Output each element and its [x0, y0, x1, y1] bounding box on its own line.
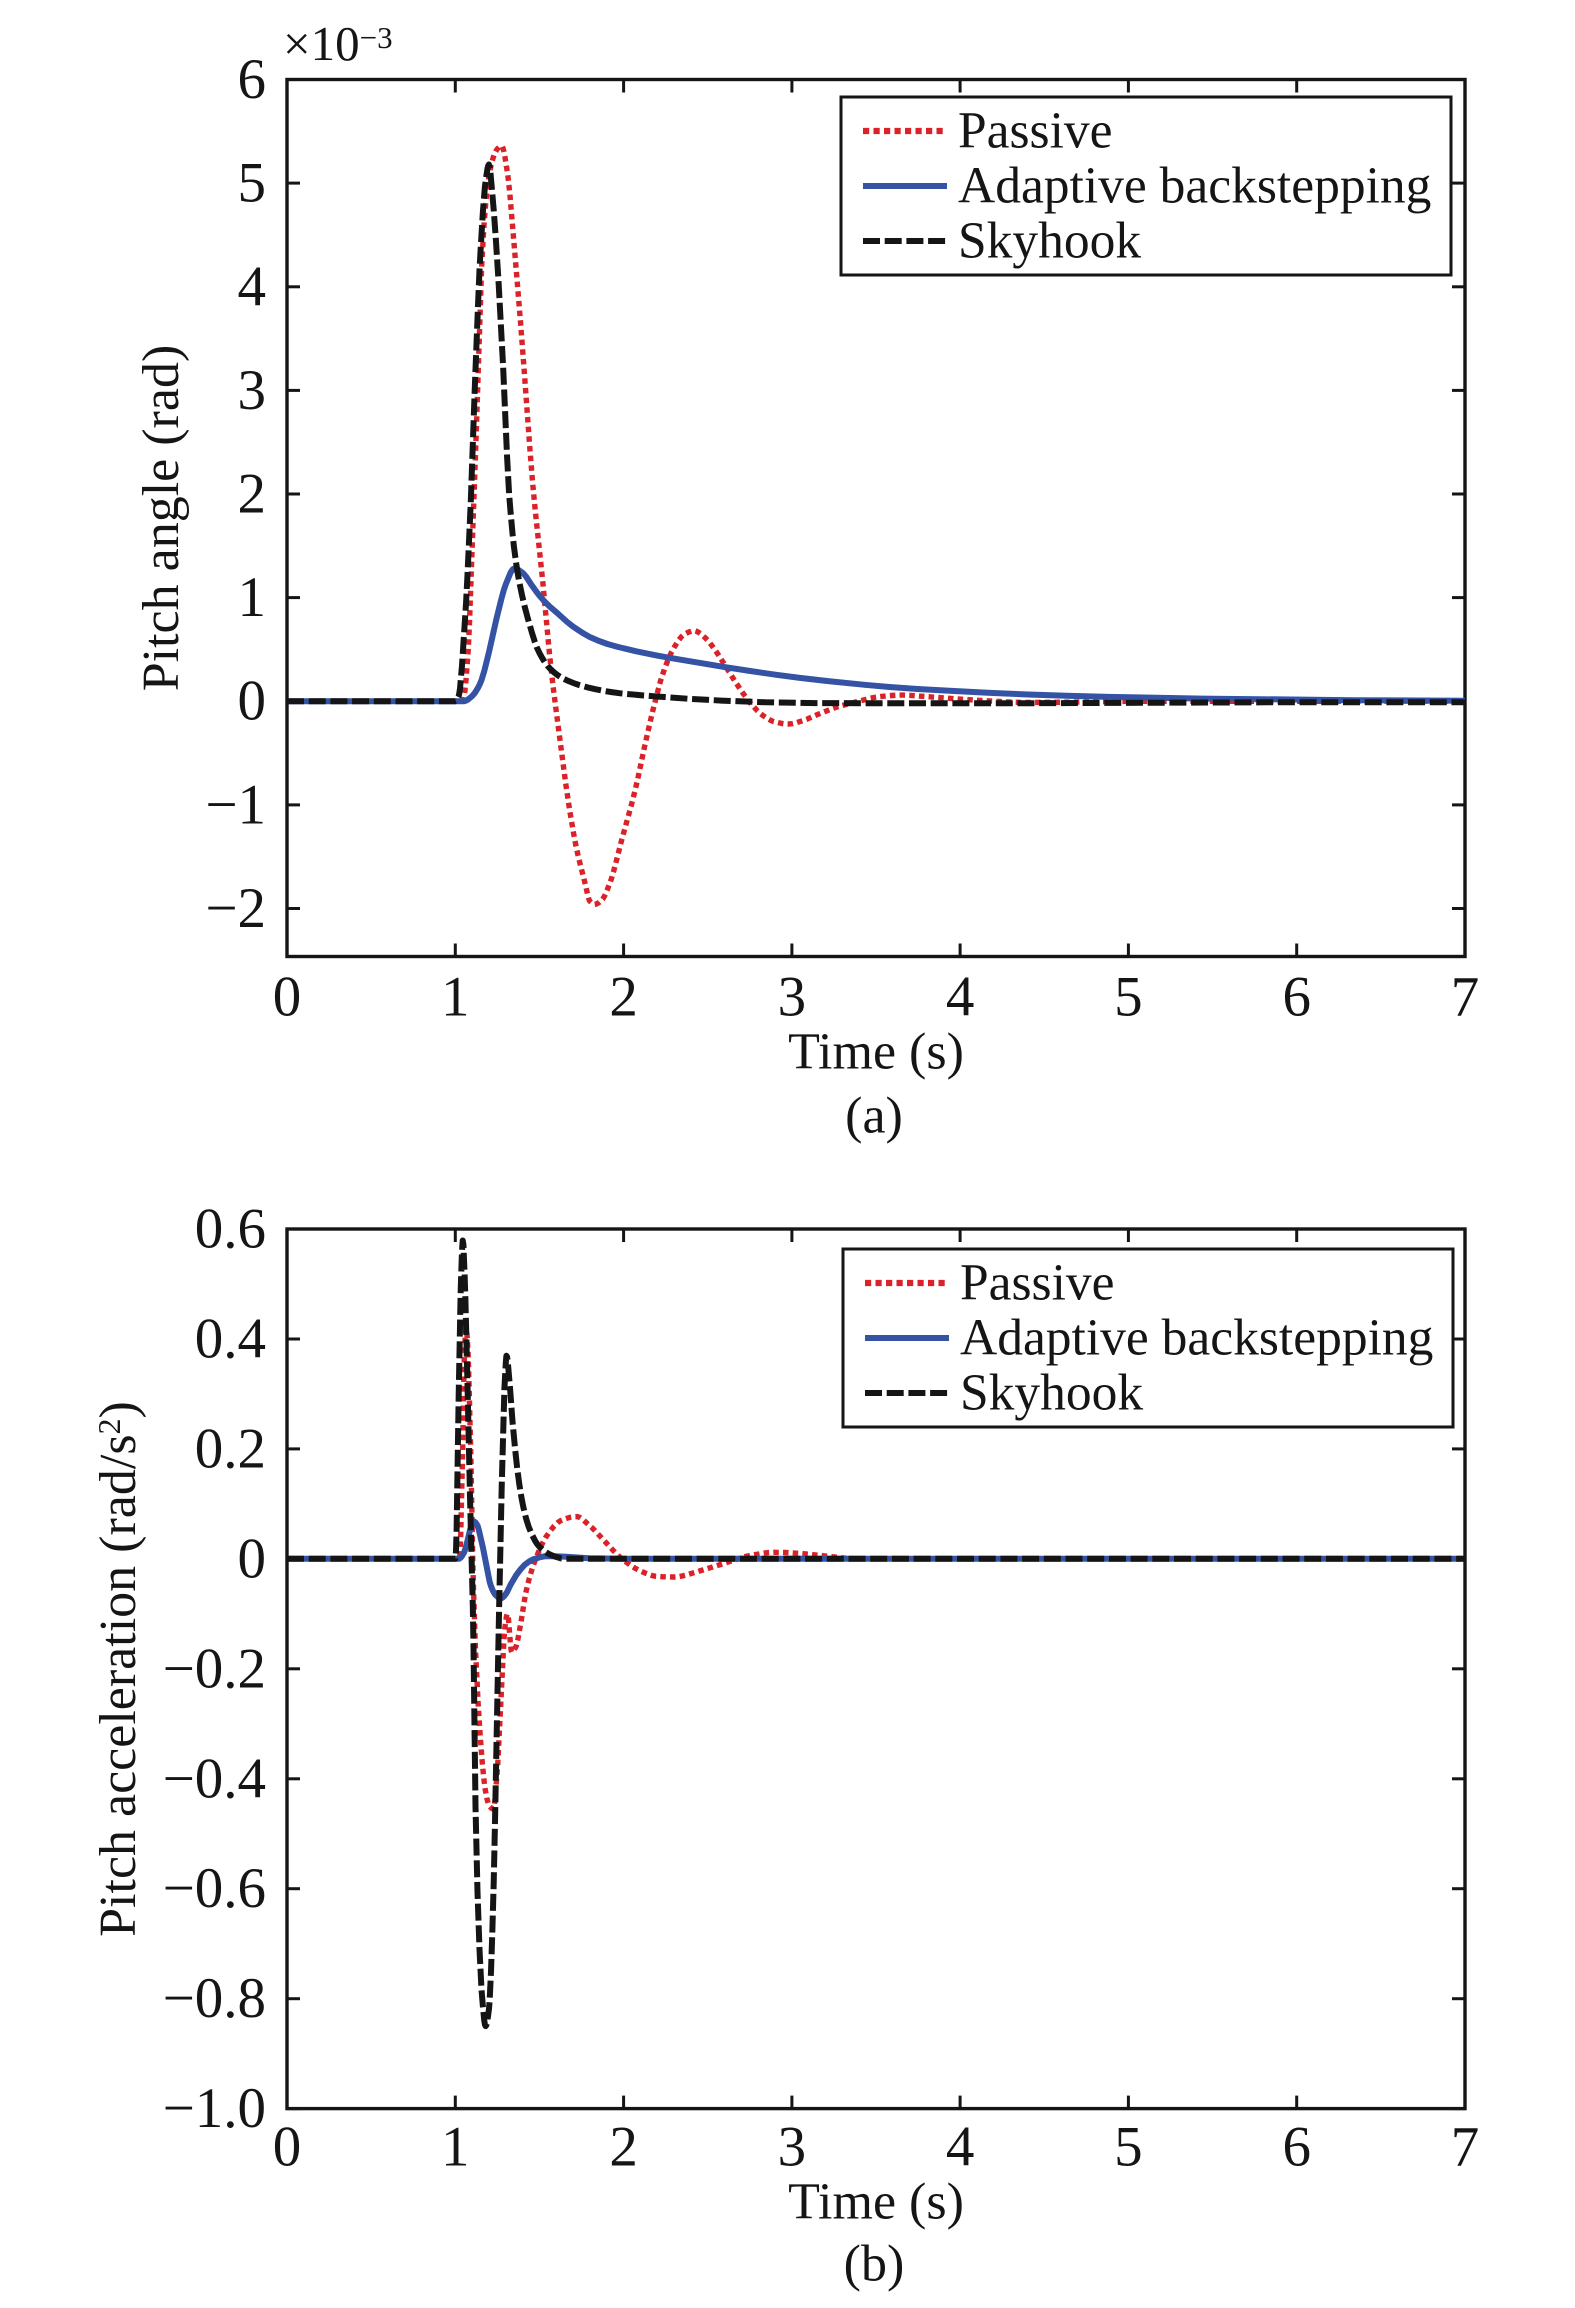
svg-text:Time (s): Time (s) [788, 2174, 964, 2231]
svg-text:Skyhook: Skyhook [958, 213, 1141, 270]
svg-text:Adaptive backstepping: Adaptive backstepping [958, 158, 1431, 215]
svg-text:0: 0 [273, 966, 302, 1029]
svg-text:Passive: Passive [958, 103, 1113, 160]
svg-text:Time (s): Time (s) [788, 1024, 964, 1081]
svg-text:0: 0 [238, 1527, 267, 1590]
svg-text:2: 2 [609, 966, 638, 1029]
svg-text:−0.6: −0.6 [163, 1857, 266, 1920]
svg-text:0.2: 0.2 [195, 1417, 266, 1480]
svg-text:5: 5 [238, 152, 267, 215]
svg-text:6: 6 [1282, 2116, 1311, 2179]
svg-text:−1.0: −1.0 [163, 2077, 266, 2140]
svg-text:(b): (b) [844, 2236, 905, 2293]
svg-text:0: 0 [273, 2116, 302, 2179]
svg-text:Pitch acceleration (rad/s2): Pitch acceleration (rad/s2) [90, 1401, 147, 1937]
svg-text:Skyhook: Skyhook [960, 1365, 1143, 1422]
svg-text:−0.4: −0.4 [163, 1747, 266, 1810]
svg-text:3: 3 [778, 966, 807, 1029]
svg-text:0.6: 0.6 [195, 1198, 266, 1261]
svg-text:(a): (a) [845, 1088, 903, 1145]
svg-text:2: 2 [238, 463, 267, 526]
svg-text:6: 6 [1282, 966, 1311, 1029]
svg-text:−2: −2 [205, 877, 266, 940]
svg-text:1: 1 [441, 2116, 470, 2179]
svg-text:5: 5 [1114, 966, 1143, 1029]
svg-text:1: 1 [238, 566, 267, 629]
svg-text:7: 7 [1451, 966, 1480, 1029]
svg-text:3: 3 [238, 359, 267, 422]
svg-text:1: 1 [441, 966, 470, 1029]
svg-text:Passive: Passive [960, 1255, 1115, 1312]
svg-text:4: 4 [946, 966, 975, 1029]
svg-text:Adaptive backstepping: Adaptive backstepping [960, 1310, 1433, 1367]
svg-text:3: 3 [778, 2116, 807, 2179]
svg-text:Pitch angle (rad): Pitch angle (rad) [133, 345, 190, 692]
svg-text:6: 6 [238, 48, 267, 111]
svg-text:−0.8: −0.8 [163, 1967, 266, 2030]
svg-text:5: 5 [1114, 2116, 1143, 2179]
svg-text:4: 4 [946, 2116, 975, 2179]
svg-text:2: 2 [609, 2116, 638, 2179]
svg-text:4: 4 [238, 255, 267, 318]
svg-text:7: 7 [1451, 2116, 1480, 2179]
svg-text:0: 0 [238, 670, 267, 733]
svg-text:−0.2: −0.2 [163, 1637, 266, 1700]
svg-text:−1: −1 [205, 773, 266, 836]
svg-text:0.4: 0.4 [195, 1308, 266, 1371]
